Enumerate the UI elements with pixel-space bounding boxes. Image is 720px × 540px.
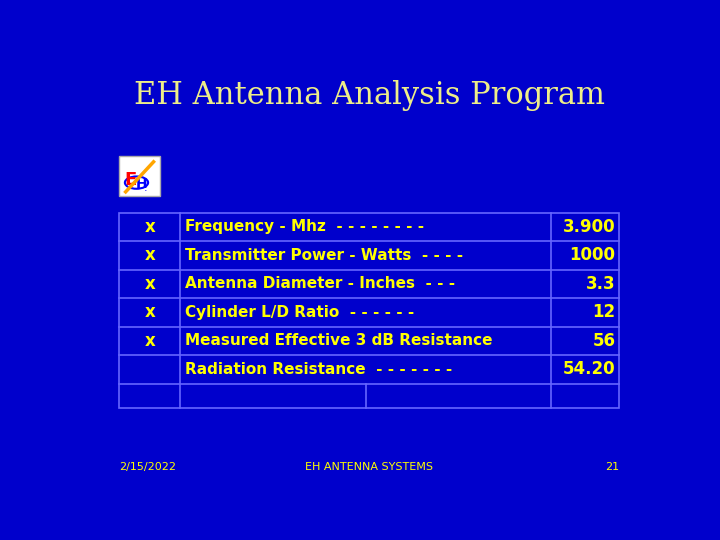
Text: Frequency - Mhz  - - - - - - - -: Frequency - Mhz - - - - - - - - bbox=[184, 219, 423, 234]
Text: Measured Effective 3 dB Resistance: Measured Effective 3 dB Resistance bbox=[184, 333, 492, 348]
Text: 54.20: 54.20 bbox=[563, 360, 616, 379]
Text: Cylinder L/D Ratio  - - - - - -: Cylinder L/D Ratio - - - - - - bbox=[184, 305, 414, 320]
Text: x: x bbox=[144, 303, 155, 321]
Text: E: E bbox=[124, 171, 136, 190]
Bar bbox=[120, 213, 619, 408]
Text: Transmitter Power - Watts  - - - -: Transmitter Power - Watts - - - - bbox=[184, 248, 463, 263]
Text: 12: 12 bbox=[593, 303, 616, 321]
Text: x: x bbox=[144, 275, 155, 293]
Bar bbox=[120, 156, 160, 195]
Text: x: x bbox=[144, 332, 155, 350]
Text: Antenna Diameter - Inches  - - -: Antenna Diameter - Inches - - - bbox=[184, 276, 454, 292]
Text: EH ANTENNA SYSTEMS: EH ANTENNA SYSTEMS bbox=[305, 462, 433, 472]
Text: 1000: 1000 bbox=[570, 246, 616, 265]
Text: H: H bbox=[135, 177, 147, 191]
Text: x: x bbox=[144, 246, 155, 265]
Text: 56: 56 bbox=[593, 332, 616, 350]
Text: 3.3: 3.3 bbox=[586, 275, 616, 293]
Text: .: . bbox=[144, 183, 148, 193]
Text: x: x bbox=[144, 218, 155, 236]
Text: 21: 21 bbox=[606, 462, 619, 472]
Text: 2/15/2022: 2/15/2022 bbox=[120, 462, 176, 472]
Text: 3.900: 3.900 bbox=[563, 218, 616, 236]
Text: EH Antenna Analysis Program: EH Antenna Analysis Program bbox=[133, 80, 605, 111]
Text: Radiation Resistance  - - - - - - -: Radiation Resistance - - - - - - - bbox=[184, 362, 452, 377]
